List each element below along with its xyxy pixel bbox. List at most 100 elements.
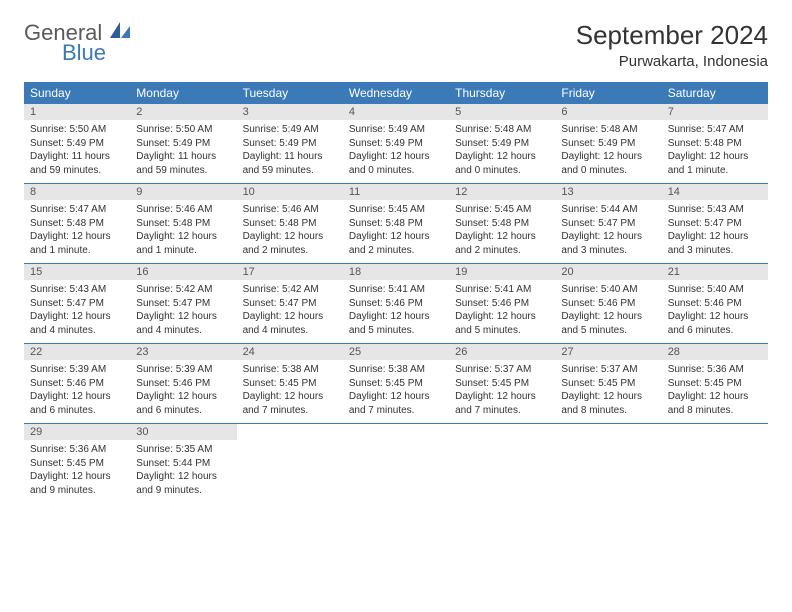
day-detail: Sunrise: 5:38 AMSunset: 5:45 PMDaylight:… <box>343 360 449 423</box>
daylight-line: Daylight: 12 hours and 7 minutes. <box>455 390 549 417</box>
sunrise-line: Sunrise: 5:48 AM <box>455 123 549 137</box>
daylight-line: Daylight: 12 hours and 3 minutes. <box>561 230 655 257</box>
sunrise-line: Sunrise: 5:47 AM <box>30 203 124 217</box>
day-cell: 15Sunrise: 5:43 AMSunset: 5:47 PMDayligh… <box>24 264 130 344</box>
sunset-line: Sunset: 5:48 PM <box>30 217 124 231</box>
sunset-line: Sunset: 5:45 PM <box>455 377 549 391</box>
week-row: 1Sunrise: 5:50 AMSunset: 5:49 PMDaylight… <box>24 104 768 184</box>
day-number: 3 <box>237 104 343 120</box>
day-cell: 26 Sunrise: 5:37 AMSunset: 5:45 PMDayligh… <box>449 344 555 424</box>
daylight-line: Daylight: 12 hours and 9 minutes. <box>136 470 230 497</box>
day-detail: Sunrise: 5:40 AMSunset: 5:46 PMDaylight:… <box>555 280 661 343</box>
day-cell: 27Sunrise: 5:37 AMSunset: 5:45 PMDayligh… <box>555 344 661 424</box>
day-detail: Sunrise: 5:46 AMSunset: 5:48 PMDaylight:… <box>237 200 343 263</box>
day-detail: Sunrise: 5:41 AMSunset: 5:46 PMDaylight:… <box>449 280 555 343</box>
daylight-line: Daylight: 12 hours and 0 minutes. <box>455 150 549 177</box>
day-number: 19 <box>449 264 555 280</box>
day-cell: 25Sunrise: 5:38 AMSunset: 5:45 PMDayligh… <box>343 344 449 424</box>
title-block: September 2024 Purwakarta, Indonesia <box>576 20 768 70</box>
weekday-header: Monday <box>130 82 236 104</box>
sunset-line: Sunset: 5:45 PM <box>349 377 443 391</box>
sunset-line: Sunset: 5:46 PM <box>668 297 762 311</box>
day-detail: Sunrise: 5:47 AMSunset: 5:48 PMDaylight:… <box>24 200 130 263</box>
sunset-line: Sunset: 5:49 PM <box>30 137 124 151</box>
day-cell: 6Sunrise: 5:48 AMSunset: 5:49 PMDaylight… <box>555 104 661 184</box>
empty-day <box>343 424 449 440</box>
sunrise-line: Sunrise: 5:45 AM <box>455 203 549 217</box>
week-row: 22Sunrise: 5:39 AMSunset: 5:46 PMDayligh… <box>24 344 768 424</box>
weekday-header-row: SundayMondayTuesdayWednesdayThursdayFrid… <box>24 82 768 104</box>
day-detail: Sunrise: 5:48 AMSunset: 5:49 PMDaylight:… <box>555 120 661 183</box>
day-detail: Sunrise: 5:43 AMSunset: 5:47 PMDaylight:… <box>662 200 768 263</box>
day-number: 17 <box>237 264 343 280</box>
sunset-line: Sunset: 5:48 PM <box>349 217 443 231</box>
day-cell: 23Sunrise: 5:39 AMSunset: 5:46 PMDayligh… <box>130 344 236 424</box>
sunset-line: Sunset: 5:49 PM <box>136 137 230 151</box>
week-row: 15Sunrise: 5:43 AMSunset: 5:47 PMDayligh… <box>24 264 768 344</box>
day-detail: Sunrise: 5:36 AMSunset: 5:45 PMDaylight:… <box>662 360 768 423</box>
daylight-line: Daylight: 12 hours and 2 minutes. <box>349 230 443 257</box>
sunset-line: Sunset: 5:48 PM <box>668 137 762 151</box>
daylight-line: Daylight: 12 hours and 5 minutes. <box>455 310 549 337</box>
day-detail: Sunrise: 5:49 AMSunset: 5:49 PMDaylight:… <box>343 120 449 183</box>
sunset-line: Sunset: 5:49 PM <box>243 137 337 151</box>
day-number: 13 <box>555 184 661 200</box>
sunrise-line: Sunrise: 5:38 AM <box>349 363 443 377</box>
day-cell <box>449 424 555 504</box>
day-cell: 5Sunrise: 5:48 AMSunset: 5:49 PMDaylight… <box>449 104 555 184</box>
sunset-line: Sunset: 5:48 PM <box>243 217 337 231</box>
daylight-line: Daylight: 12 hours and 6 minutes. <box>30 390 124 417</box>
sunset-line: Sunset: 5:45 PM <box>30 457 124 471</box>
day-detail: Sunrise: 5:38 AMSunset: 5:45 PMDaylight:… <box>237 360 343 423</box>
sunrise-line: Sunrise: 5:37 AM <box>455 363 549 377</box>
day-detail: Sunrise: 5:47 AMSunset: 5:48 PMDaylight:… <box>662 120 768 183</box>
day-detail: Sunrise: 5:39 AMSunset: 5:46 PMDaylight:… <box>130 360 236 423</box>
weekday-header: Sunday <box>24 82 130 104</box>
sunrise-line: Sunrise: 5:42 AM <box>136 283 230 297</box>
day-detail: Sunrise: 5:42 AMSunset: 5:47 PMDaylight:… <box>237 280 343 343</box>
day-cell: 20Sunrise: 5:40 AMSunset: 5:46 PMDayligh… <box>555 264 661 344</box>
sunrise-line: Sunrise: 5:49 AM <box>349 123 443 137</box>
day-number: 27 <box>555 344 661 360</box>
day-number: 26 <box>449 344 555 360</box>
sunset-line: Sunset: 5:47 PM <box>136 297 230 311</box>
day-cell: 22Sunrise: 5:39 AMSunset: 5:46 PMDayligh… <box>24 344 130 424</box>
sunrise-line: Sunrise: 5:50 AM <box>30 123 124 137</box>
day-cell <box>343 424 449 504</box>
week-row: 29Sunrise: 5:36 AMSunset: 5:45 PMDayligh… <box>24 424 768 504</box>
daylight-line: Daylight: 11 hours and 59 minutes. <box>136 150 230 177</box>
day-cell: 18Sunrise: 5:41 AMSunset: 5:46 PMDayligh… <box>343 264 449 344</box>
logo: General Blue <box>24 20 132 66</box>
day-detail: Sunrise: 5:50 AMSunset: 5:49 PMDaylight:… <box>24 120 130 183</box>
sunrise-line: Sunrise: 5:36 AM <box>668 363 762 377</box>
day-cell: 7Sunrise: 5:47 AMSunset: 5:48 PMDaylight… <box>662 104 768 184</box>
day-detail: Sunrise: 5:50 AMSunset: 5:49 PMDaylight:… <box>130 120 236 183</box>
sunrise-line: Sunrise: 5:40 AM <box>561 283 655 297</box>
sunrise-line: Sunrise: 5:36 AM <box>30 443 124 457</box>
day-number: 8 <box>24 184 130 200</box>
sunrise-line: Sunrise: 5:39 AM <box>136 363 230 377</box>
day-number: 18 <box>343 264 449 280</box>
day-number: 10 <box>237 184 343 200</box>
daylight-line: Daylight: 12 hours and 0 minutes. <box>349 150 443 177</box>
sunrise-line: Sunrise: 5:38 AM <box>243 363 337 377</box>
daylight-line: Daylight: 12 hours and 6 minutes. <box>668 310 762 337</box>
day-number: 30 <box>130 424 236 440</box>
sunset-line: Sunset: 5:47 PM <box>561 217 655 231</box>
sunrise-line: Sunrise: 5:47 AM <box>668 123 762 137</box>
sunrise-line: Sunrise: 5:43 AM <box>668 203 762 217</box>
sunrise-line: Sunrise: 5:45 AM <box>349 203 443 217</box>
sunset-line: Sunset: 5:45 PM <box>668 377 762 391</box>
daylight-line: Daylight: 12 hours and 9 minutes. <box>30 470 124 497</box>
day-number: 28 <box>662 344 768 360</box>
day-number: 22 <box>24 344 130 360</box>
day-cell: 11Sunrise: 5:45 AMSunset: 5:48 PMDayligh… <box>343 184 449 264</box>
sunset-line: Sunset: 5:44 PM <box>136 457 230 471</box>
day-detail: Sunrise: 5:44 AMSunset: 5:47 PMDaylight:… <box>555 200 661 263</box>
sunrise-line: Sunrise: 5:35 AM <box>136 443 230 457</box>
day-number: 25 <box>343 344 449 360</box>
daylight-line: Daylight: 12 hours and 2 minutes. <box>455 230 549 257</box>
sunrise-line: Sunrise: 5:37 AM <box>561 363 655 377</box>
sunset-line: Sunset: 5:46 PM <box>455 297 549 311</box>
day-cell: 19Sunrise: 5:41 AMSunset: 5:46 PMDayligh… <box>449 264 555 344</box>
